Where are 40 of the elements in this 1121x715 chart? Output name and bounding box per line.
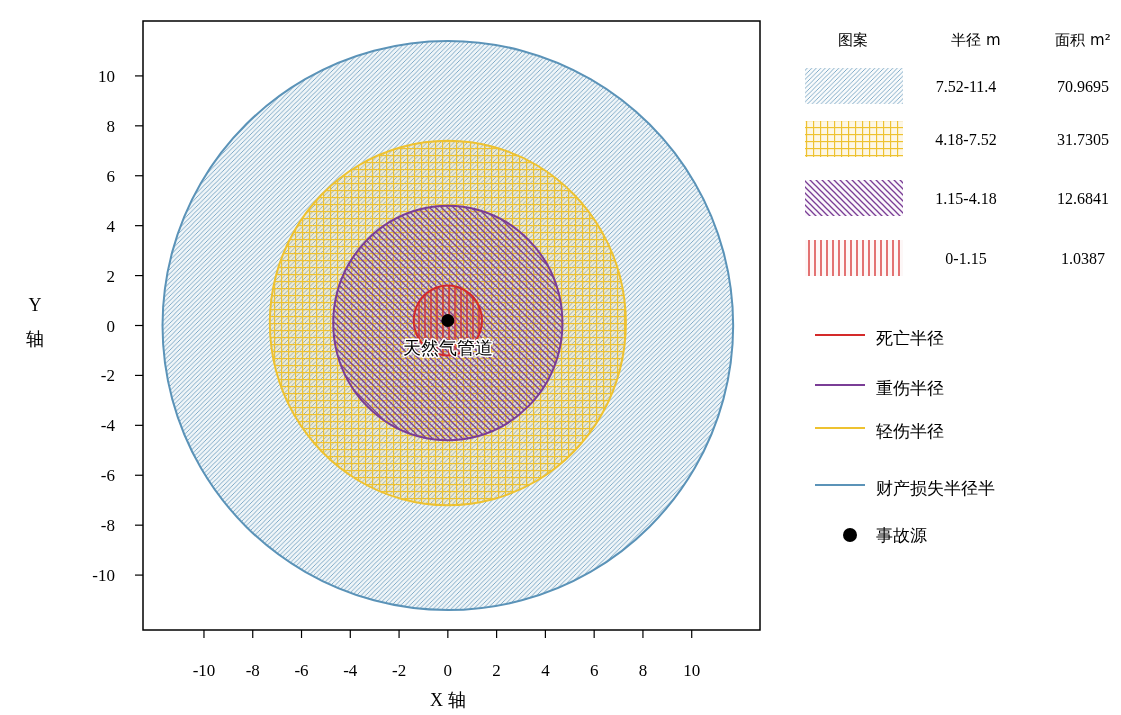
y-tick-label: 0 <box>106 316 115 336</box>
text: 图案 <box>838 31 868 49</box>
legend-label: 轻伤半径 <box>876 421 944 441</box>
x-axis-title: X 轴 <box>430 690 466 710</box>
x-tick-label: -10 <box>192 661 216 680</box>
x-tick-label: -4 <box>343 661 358 680</box>
y-tick-label: 10 <box>98 66 115 86</box>
x-tick-label: -6 <box>294 661 309 680</box>
text: 7.52-11.4 <box>935 78 997 95</box>
x-tick-label: 0 <box>443 661 453 680</box>
text: 1.15-4.18 <box>935 190 997 207</box>
text: 1.0387 <box>1061 250 1105 267</box>
text: 0-1.15 <box>945 250 987 267</box>
legend-label: 事故源 <box>876 525 927 545</box>
x-tick-label: 8 <box>638 661 648 680</box>
text: 面积 m² <box>1055 31 1111 49</box>
text: 12.6841 <box>1057 190 1109 207</box>
legend-label: 重伤半径 <box>876 378 944 398</box>
x-tick-label: 2 <box>492 661 501 680</box>
text: 31.7305 <box>1057 131 1109 148</box>
legend-label: 死亡半径 <box>876 328 944 348</box>
y-axis-title: Y 轴 <box>26 295 44 349</box>
text: 4.18-7.52 <box>935 131 997 148</box>
legend-label: 财产损失半径半 <box>876 478 995 498</box>
y-tick-label: -10 <box>92 566 115 586</box>
y-tick-label: 6 <box>106 166 115 186</box>
y-tick-label: 4 <box>106 216 116 236</box>
x-tick-label: 6 <box>589 661 599 680</box>
x-tick-label: 10 <box>683 661 701 680</box>
x-tick-label: -2 <box>391 661 407 680</box>
y-tick-label: 8 <box>106 116 115 136</box>
x-tick-label: -8 <box>245 661 260 680</box>
y-tick-label: -4 <box>100 416 116 436</box>
y-tick-label: -8 <box>100 516 115 536</box>
text: 半径 m <box>951 31 1001 49</box>
y-tick-label: -6 <box>100 466 115 486</box>
text: 70.9695 <box>1057 78 1109 95</box>
y-tick-label: 2 <box>106 266 115 286</box>
y-tick-label: -2 <box>100 366 115 386</box>
x-tick-label: 4 <box>541 661 551 680</box>
